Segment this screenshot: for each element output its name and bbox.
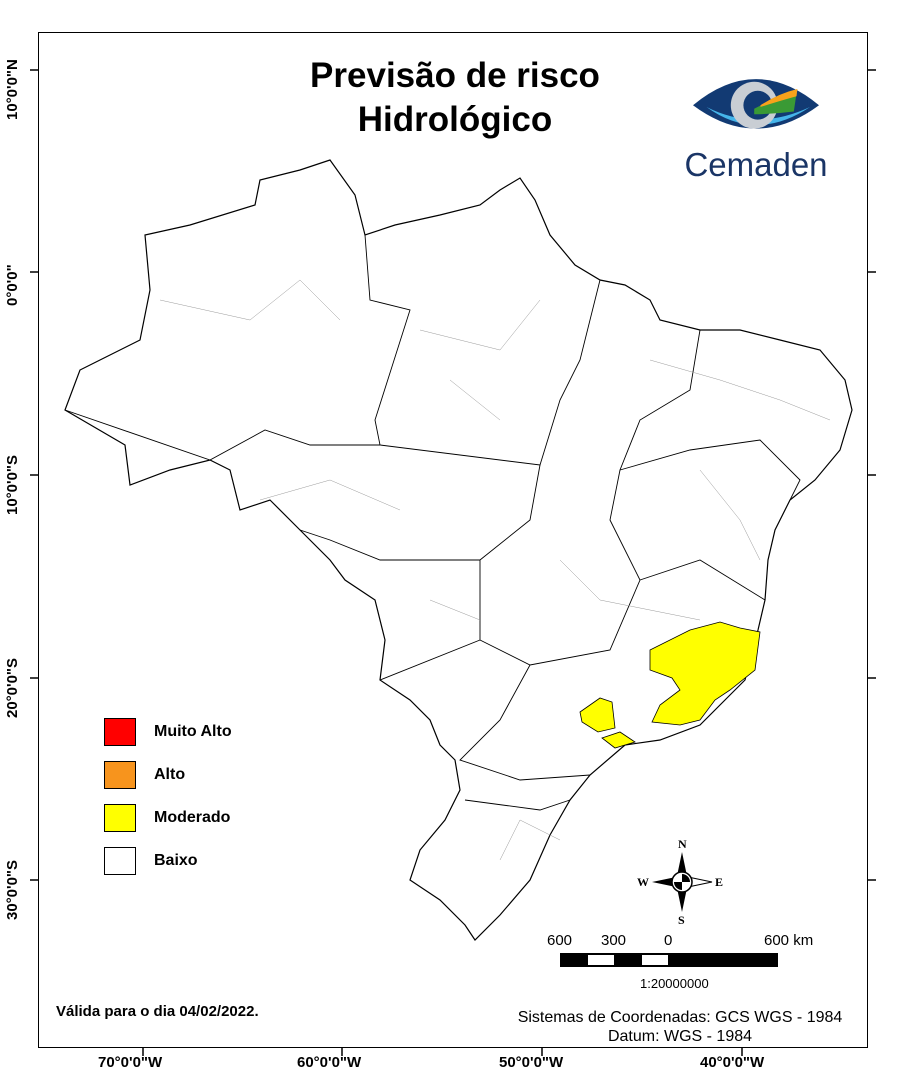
legend: Muito Alto Alto Moderado Baixo — [104, 710, 232, 882]
lon-label: 60°0'0"W — [297, 1054, 362, 1071]
legend-swatch — [104, 760, 136, 789]
lon-label: 40°0'0"W — [700, 1054, 765, 1071]
scale-label: 300 — [601, 932, 627, 949]
map-title: Previsão de risco Hidrológico — [310, 56, 600, 139]
scale-ratio: 1:20000000 — [640, 976, 709, 991]
lat-label: 10°0'0"S — [4, 454, 21, 515]
lon-label: 50°0'0"W — [499, 1054, 564, 1071]
lon-label: 70°0'0"W — [98, 1054, 163, 1071]
scale-label: 600 — [547, 932, 573, 949]
scale-label: 600 km — [764, 932, 814, 949]
legend-swatch — [104, 846, 136, 875]
coordinate-info: Sistemas de Coordenadas: GCS WGS - 1984 … — [517, 1009, 843, 1045]
cemaden-logo — [693, 79, 819, 129]
lat-label: 0°0'0" — [4, 264, 21, 306]
lat-label: 30°0'0"S — [4, 859, 21, 920]
moderate-risk-areas — [579, 621, 761, 749]
legend-item-moderado: Moderado — [104, 796, 232, 839]
lat-label: 10°0'0"N — [4, 59, 21, 120]
state-borders — [64, 234, 801, 811]
brazil-outline — [64, 159, 853, 941]
lat-label: 20°0'0"S — [4, 657, 21, 718]
valid-date: Válida para o dia 04/02/2022. — [56, 1003, 259, 1020]
legend-swatch — [104, 717, 136, 746]
map-frame — [38, 32, 868, 1048]
scale-label: 0 — [664, 932, 673, 949]
legend-swatch — [104, 803, 136, 832]
legend-item-muito-alto: Muito Alto — [104, 710, 232, 753]
graticule-ticks — [30, 69, 876, 1056]
legend-item-baixo: Baixo — [104, 839, 232, 882]
legend-item-alto: Alto — [104, 753, 232, 796]
cemaden-logo-text: Cemaden — [684, 146, 828, 183]
region-borders — [159, 279, 831, 861]
